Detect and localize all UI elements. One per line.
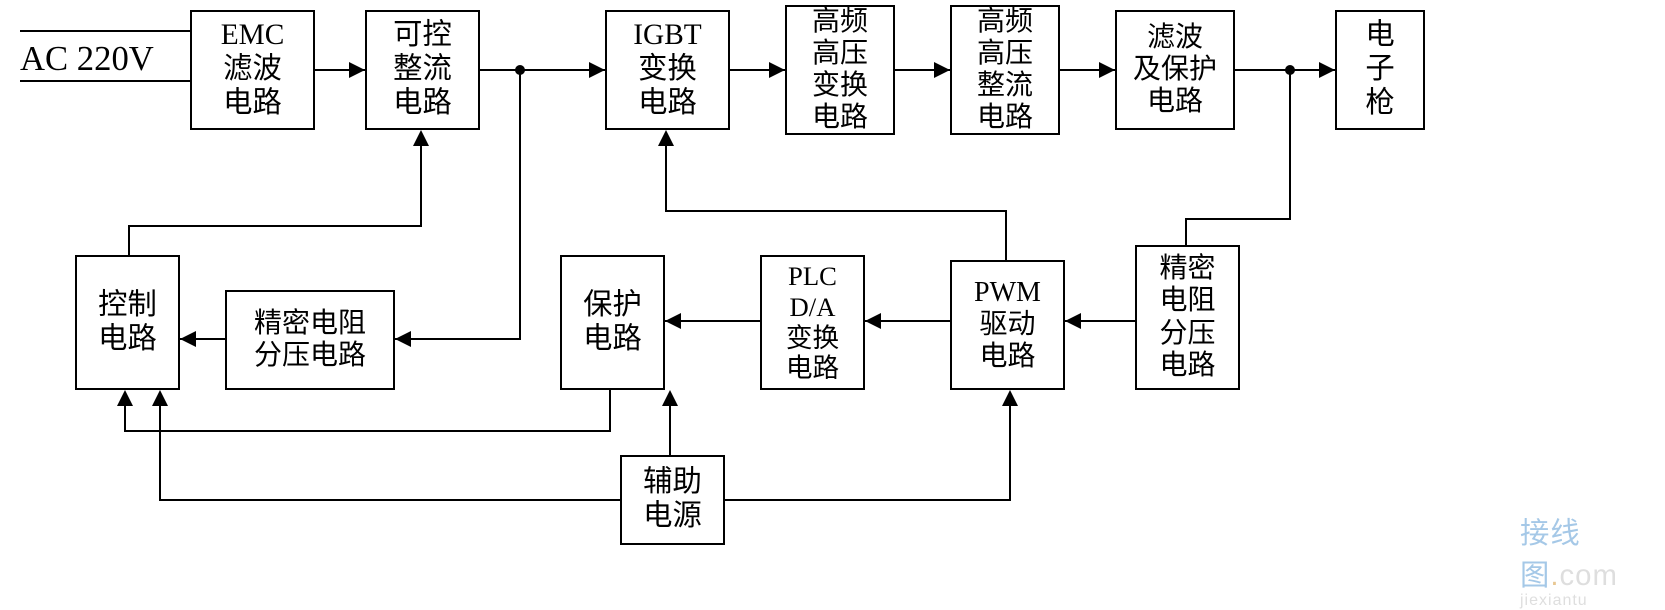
node-emc-filter: EMC 滤波 电路 [190, 10, 315, 130]
node-aux-power: 辅助 电源 [620, 455, 725, 545]
edge-bus-left [159, 499, 620, 501]
edge [1187, 218, 1291, 220]
arrow-left-icon [180, 331, 196, 347]
arrow-right-icon [1099, 62, 1115, 78]
node-label: 电 子 枪 [1365, 19, 1394, 120]
node-hf-hv-rectifier: 高频 高压 整流 电路 [950, 5, 1060, 135]
edge [159, 406, 161, 501]
node-filter-protect: 滤波 及保护 电路 [1115, 10, 1235, 130]
watermark: 接线图.com jiexiantu [1520, 510, 1665, 610]
arrow-up-icon [658, 130, 674, 146]
edge [609, 390, 611, 432]
node-plc-da-converter: PLC D/A 变换 电路 [760, 255, 865, 390]
watermark-sub: jiexiantu [1520, 592, 1665, 610]
node-pwm-driver: PWM 驱动 电路 [950, 260, 1065, 390]
arrow-right-icon [769, 62, 785, 78]
node-control-circuit: 控制 电路 [75, 255, 180, 390]
node-label: 滤波 及保护 电路 [1133, 22, 1217, 119]
arrow-right-icon [1319, 62, 1335, 78]
watermark-part3: com [1559, 559, 1617, 592]
node-label: PWM 驱动 电路 [974, 277, 1041, 374]
node-label: 高频 高压 变换 电路 [812, 6, 868, 135]
edge [519, 70, 521, 340]
arrow-right-icon [589, 62, 605, 78]
node-label: EMC 滤波 电路 [221, 19, 285, 120]
node-igbt-converter: IGBT 变换 电路 [605, 10, 730, 130]
arrow-left-icon [865, 313, 881, 329]
edge [665, 146, 667, 212]
input-wire-bottom [20, 80, 190, 82]
arrow-left-icon [665, 313, 681, 329]
node-precision-divider-1: 精密电阻 分压电路 [225, 290, 395, 390]
edge [1005, 210, 1007, 260]
node-label: 可控 整流 电路 [393, 19, 452, 120]
node-label: 辅助 电源 [643, 466, 702, 533]
arrow-up-icon [1002, 390, 1018, 406]
edge [1185, 218, 1187, 245]
edge-bus-right [725, 499, 1011, 501]
node-label: 精密 电阻 分压 电路 [1159, 253, 1215, 382]
edge [124, 430, 611, 432]
edge [395, 338, 521, 340]
node-label: PLC D/A 变换 电路 [786, 261, 839, 384]
node-protection-circuit: 保护 电路 [560, 255, 665, 390]
input-label: AC 220V [20, 40, 154, 79]
input-wire-top [20, 30, 190, 32]
arrow-up-icon [662, 390, 678, 406]
arrow-left-icon [395, 331, 411, 347]
edge [420, 146, 422, 227]
node-label: IGBT 变换 电路 [633, 19, 701, 120]
node-hf-hv-transformer: 高频 高压 变换 电路 [785, 5, 895, 135]
edge [128, 225, 422, 227]
edge [1009, 406, 1011, 501]
arrow-right-icon [349, 62, 365, 78]
node-label: 精密电阻 分压电路 [254, 308, 366, 372]
arrow-up-icon [413, 130, 429, 146]
arrow-up-icon [117, 390, 133, 406]
node-electron-gun: 电 子 枪 [1335, 10, 1425, 130]
edge [665, 210, 1007, 212]
arrow-left-icon [1065, 313, 1081, 329]
node-controlled-rectifier: 可控 整流 电路 [365, 10, 480, 130]
edge [669, 406, 671, 455]
edge [480, 69, 605, 71]
node-label: 控制 电路 [98, 289, 157, 356]
node-label: 保护 电路 [583, 289, 642, 356]
arrow-up-icon [152, 390, 168, 406]
node-precision-divider-2: 精密 电阻 分压 电路 [1135, 245, 1240, 390]
edge [128, 225, 130, 255]
edge [1289, 70, 1291, 220]
node-label: 高频 高压 整流 电路 [977, 6, 1033, 135]
edge [124, 406, 126, 432]
arrow-right-icon [934, 62, 950, 78]
